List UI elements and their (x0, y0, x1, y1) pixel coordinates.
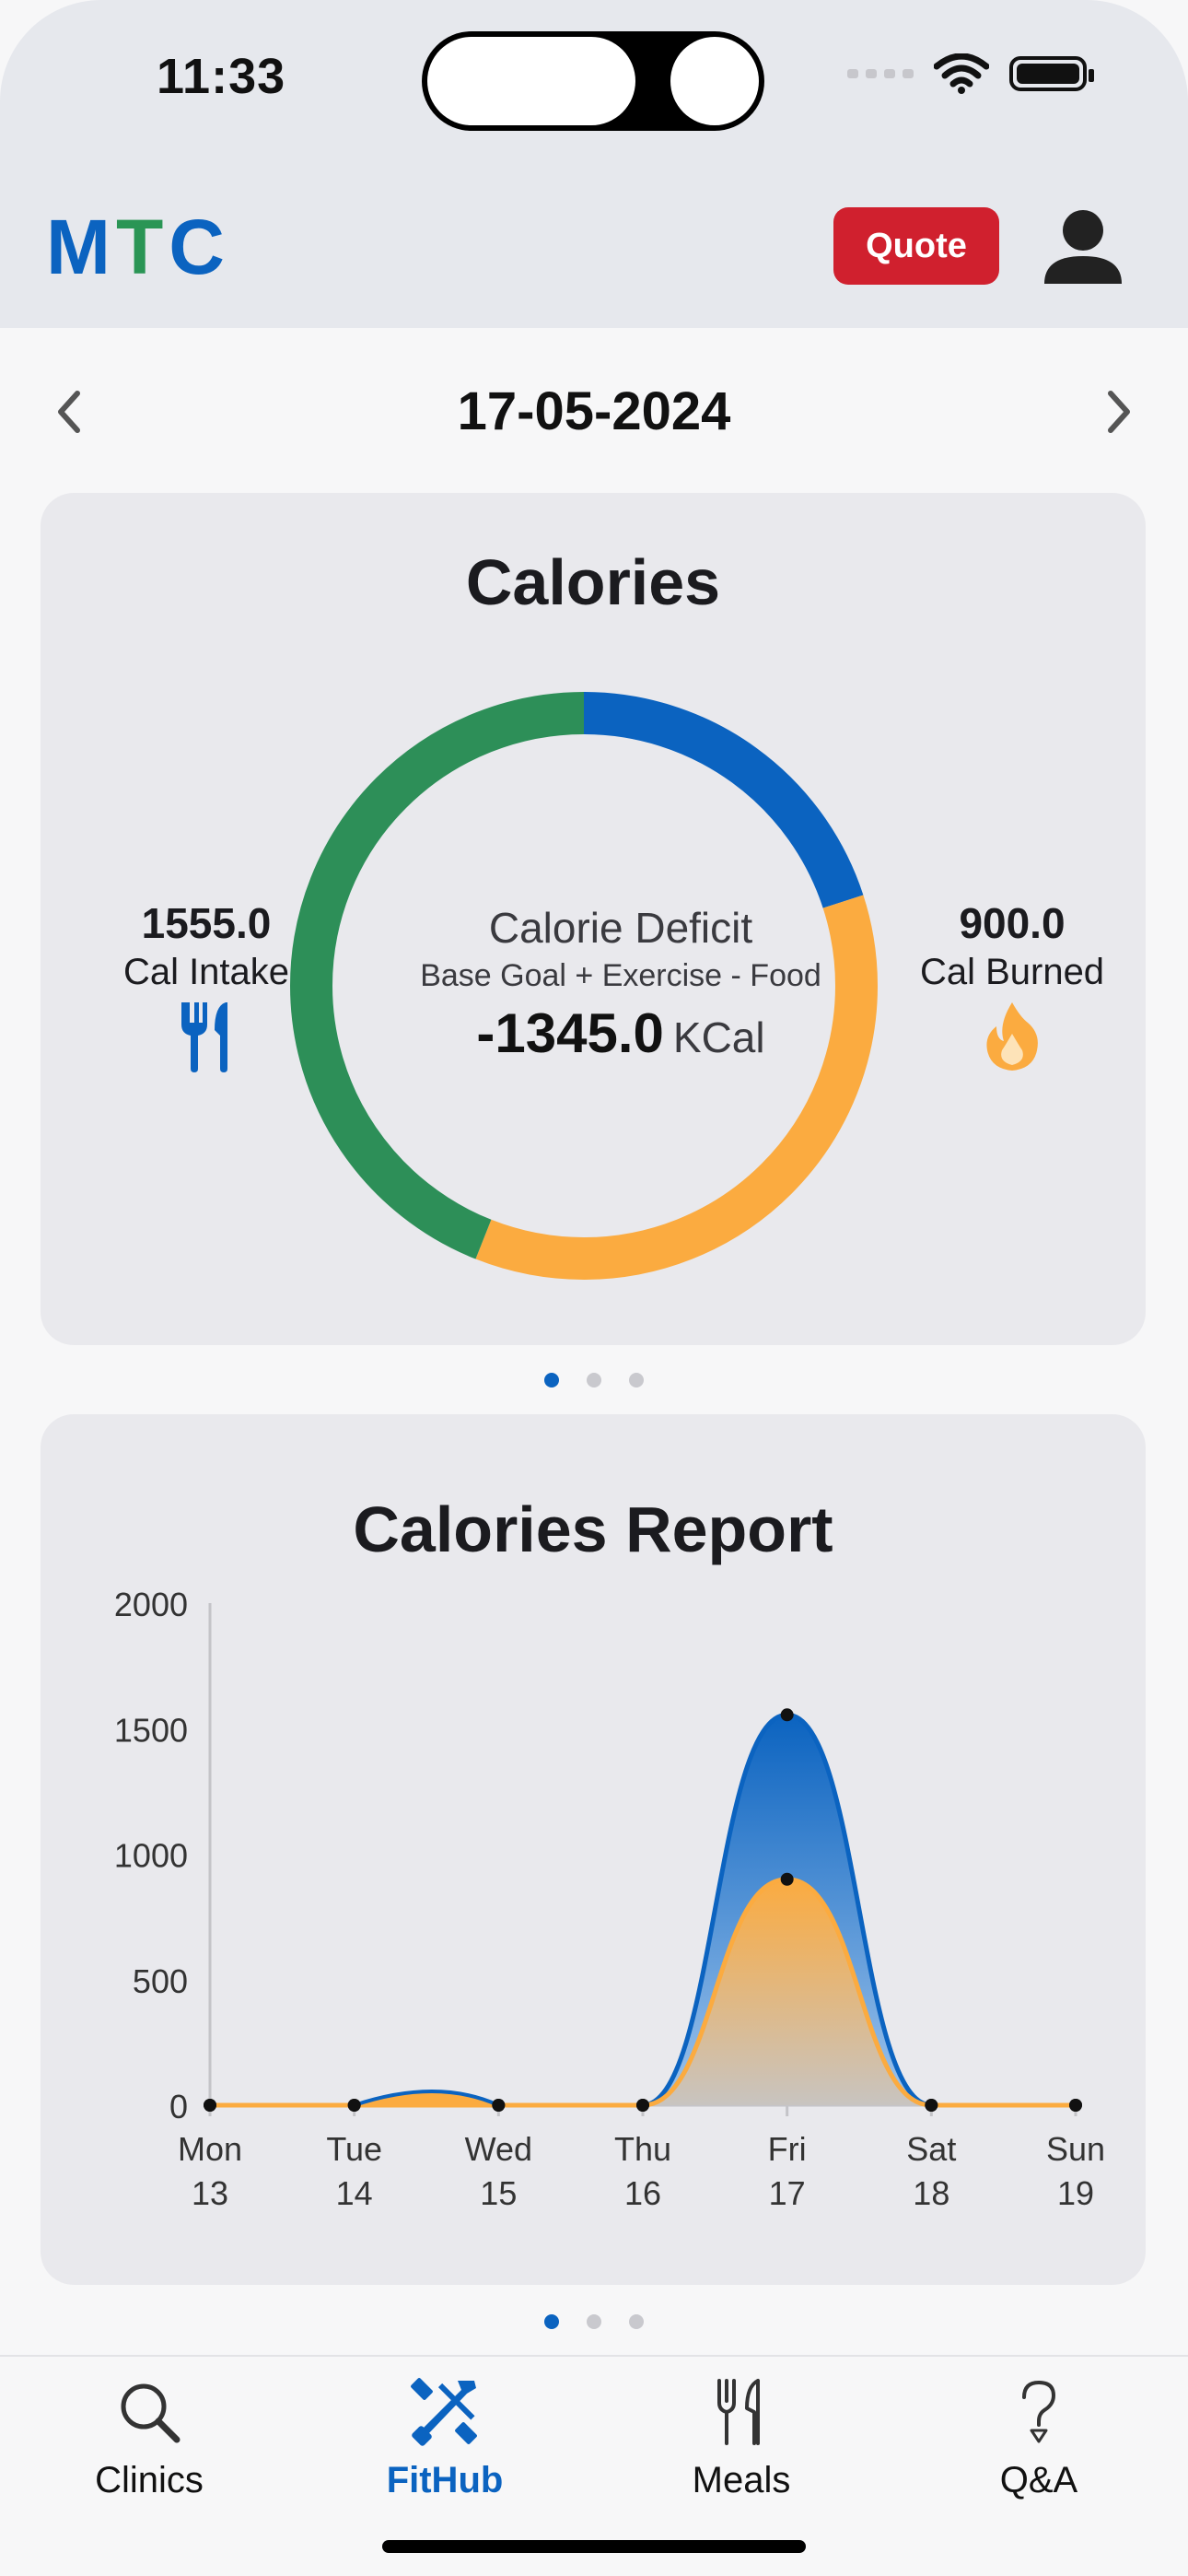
data-point (1069, 2099, 1082, 2112)
x-tick-label: 16 (624, 2174, 661, 2212)
x-tick-label: Wed (465, 2130, 532, 2168)
data-point (347, 2099, 361, 2112)
series-area (210, 1879, 1076, 2105)
logo-letter: T (115, 204, 169, 290)
pager-dots-report[interactable] (0, 2314, 1188, 2329)
user-profile-icon[interactable] (1041, 205, 1125, 286)
x-tick-label: Mon (178, 2130, 242, 2168)
calories-report-card[interactable]: Calories Report 0 500 1000 1500 2000 Mon 13 Tue… (41, 1414, 1146, 2285)
data-point (492, 2099, 506, 2112)
calories-card[interactable]: Calories 1555.0 Cal Intake Calorie Defic… (41, 493, 1146, 1345)
pager-dots-calories[interactable] (0, 1373, 1188, 1388)
status-icons (847, 53, 1094, 94)
app-logo: MTC (46, 203, 230, 292)
x-tick-label: 18 (913, 2174, 949, 2212)
pager-dot[interactable] (587, 2314, 601, 2329)
cal-burned-value: 900.0 (959, 899, 1066, 947)
tab-label: Q&A (999, 2460, 1078, 2500)
data-point (204, 2099, 216, 2112)
deficit-formula: Base Goal + Exercise - Food (420, 958, 821, 993)
y-tick-label: 0 (169, 2088, 188, 2125)
ring-segment (290, 692, 878, 1280)
x-tick-label: Tue (326, 2130, 382, 2168)
cal-burned-label: Cal Burned (919, 952, 1105, 992)
data-point (925, 2099, 938, 2112)
y-tick-label: 1500 (114, 1711, 188, 1749)
tab-meals[interactable]: Meals (631, 2375, 852, 2501)
bottom-tab-bar: Clinics FitHub Meals (0, 2355, 1188, 2576)
cellular-signal-icon (847, 69, 914, 78)
current-date: 17-05-2024 (457, 381, 731, 441)
dynamic-island (422, 31, 764, 131)
chevron-left-icon[interactable] (46, 384, 92, 439)
chevron-right-icon[interactable] (1096, 384, 1142, 439)
fork-knife-icon (181, 1002, 227, 1072)
series-line (210, 1712, 1076, 2108)
tab-label: Meals (692, 2460, 791, 2500)
x-tick-label: 13 (192, 2174, 228, 2212)
cal-intake-value: 1555.0 (141, 899, 272, 947)
x-tick-label: Sun (1046, 2130, 1105, 2168)
tab-fithub[interactable]: FitHub (334, 2375, 555, 2501)
calories-report-chart: 0 500 1000 1500 2000 Mon 13 Tue 14 Wed 15 Thu 16 Fri 1… (114, 1586, 1105, 2212)
wifi-icon (934, 53, 989, 94)
x-tick-label: 15 (480, 2174, 517, 2212)
fitness-tools-icon (411, 2378, 477, 2446)
series-area (210, 1715, 1076, 2105)
deficit-summary: Calorie Deficit Base Goal + Exercise - F… (354, 903, 888, 1065)
search-icon (121, 2383, 181, 2443)
calories-title: Calories (465, 546, 721, 618)
cal-intake-stat: 1555.0 Cal Intake (68, 898, 344, 1077)
x-tick-label: 14 (336, 2174, 373, 2212)
y-tick-label: 1000 (114, 1837, 188, 1875)
logo-letter: C (169, 204, 230, 290)
quote-button[interactable]: Quote (833, 207, 999, 285)
tab-label: FitHub (386, 2460, 504, 2500)
report-title: Calories Report (353, 1493, 833, 1565)
pager-dot[interactable] (629, 2314, 644, 2329)
home-indicator (382, 2540, 806, 2553)
deficit-unit: KCal (672, 1013, 765, 1061)
battery-icon (1009, 56, 1094, 91)
data-point (636, 2099, 649, 2112)
flame-icon (986, 1002, 1038, 1071)
data-point (780, 1708, 794, 1722)
x-tick-label: 19 (1057, 2174, 1094, 2212)
logo-letter: M (46, 204, 116, 290)
x-tick-label: Thu (614, 2130, 671, 2168)
pager-dot[interactable] (629, 1373, 644, 1388)
status-time: 11:33 (157, 49, 286, 104)
pager-dot[interactable] (544, 2314, 559, 2329)
data-point (780, 1872, 794, 1886)
ring-segment (290, 692, 878, 1280)
x-tick-label: Fri (768, 2130, 807, 2168)
cal-intake-label: Cal Intake (122, 952, 290, 992)
y-tick-label: 500 (133, 1962, 188, 2000)
pager-dot[interactable] (544, 1373, 559, 1388)
x-tick-label: Sat (906, 2130, 956, 2168)
series-area (354, 2090, 500, 2107)
fork-knife-icon (717, 2379, 760, 2445)
date-navigator: 17-05-2024 (0, 373, 1188, 447)
tab-qa[interactable]: Q&A (928, 2375, 1149, 2501)
x-tick-label: 17 (769, 2174, 806, 2212)
header-bar: 11:33 MTC Quote (0, 0, 1188, 328)
tab-label: Clinics (95, 2460, 204, 2500)
pager-dot[interactable] (587, 1373, 601, 1388)
tab-clinics[interactable]: Clinics (39, 2375, 260, 2501)
question-icon (1022, 2380, 1056, 2443)
cal-burned-stat: 900.0 Cal Burned (897, 898, 1127, 1077)
deficit-title: Calorie Deficit (488, 904, 753, 952)
deficit-value: -1345.0 (476, 1002, 664, 1064)
series-line (210, 1877, 1076, 2108)
y-tick-label: 2000 (114, 1586, 188, 1623)
calorie-ring-chart (290, 692, 878, 1280)
